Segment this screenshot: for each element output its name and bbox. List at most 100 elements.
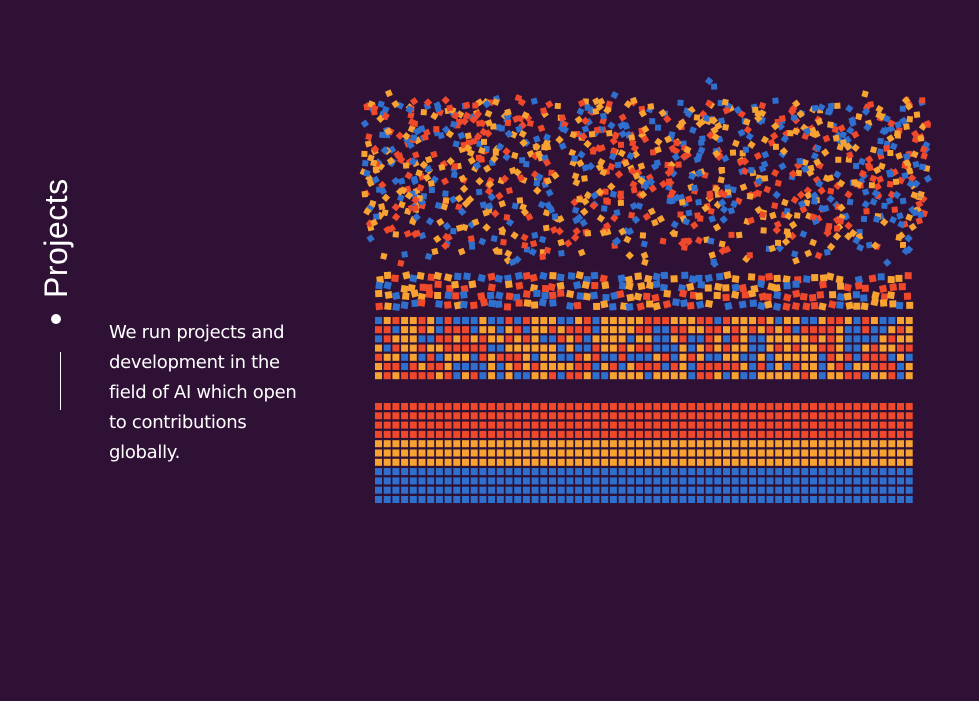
sorted-pixel — [575, 458, 583, 466]
jitter-pixel — [469, 301, 478, 310]
scatter-pixel — [900, 241, 906, 248]
jitter-pixel — [435, 300, 443, 308]
grid-pixel — [827, 344, 835, 352]
grid-pixel — [844, 363, 852, 370]
scatter-pixel — [397, 194, 405, 202]
sorted-pixel — [879, 430, 887, 438]
scatter-pixel — [717, 188, 726, 198]
sorted-pixel — [409, 440, 417, 448]
scatter-pixel — [371, 175, 380, 184]
grid-pixel — [905, 372, 913, 380]
scatter-pixel — [552, 214, 561, 223]
jitter-pixel — [416, 271, 425, 280]
sorted-pixel — [392, 496, 400, 503]
sorted-pixel — [566, 421, 574, 429]
sorted-pixel — [470, 403, 478, 410]
sorted-pixel — [757, 403, 765, 410]
sorted-pixel — [540, 477, 548, 485]
sorted-pixel — [540, 421, 548, 429]
scatter-pixel — [826, 107, 834, 115]
grid-pixel — [453, 372, 461, 380]
sorted-pixel — [505, 430, 513, 438]
jitter-pixel — [522, 290, 531, 298]
scatter-pixel — [795, 169, 803, 177]
scatter-pixel — [638, 175, 646, 182]
jitter-pixel — [434, 280, 442, 289]
sorted-pixel — [723, 412, 730, 420]
scatter-pixel — [791, 116, 801, 125]
sorted-pixel — [696, 496, 704, 503]
sorted-pixel — [505, 440, 513, 448]
sorted-pixel — [731, 486, 739, 494]
grid-pixel — [723, 363, 730, 370]
scatter-pixel — [811, 144, 821, 153]
sorted-pixel — [749, 468, 757, 476]
scatter-pixel — [398, 200, 406, 209]
scatter-pixel — [603, 105, 612, 115]
scatter-pixel — [408, 157, 418, 166]
scatter-pixel — [587, 107, 596, 116]
scatter-pixel — [590, 200, 599, 209]
sorted-pixel — [392, 421, 400, 429]
scatter-pixel — [625, 227, 635, 236]
sorted-pixel — [609, 468, 617, 476]
scatter-pixel — [482, 99, 492, 109]
sorted-pixel — [792, 477, 800, 485]
scatter-pixel — [702, 114, 711, 123]
sorted-pixel — [844, 430, 852, 438]
jitter-pixel — [425, 290, 434, 299]
grid-pixel — [462, 353, 469, 361]
scatter-pixel — [760, 213, 767, 221]
scatter-pixel — [551, 213, 559, 220]
sorted-pixel — [783, 468, 791, 476]
grid-pixel — [392, 317, 400, 324]
sorted-pixel — [583, 421, 591, 429]
scatter-pixel — [922, 140, 931, 150]
grid-pixel — [383, 344, 391, 352]
scatter-pixel — [683, 150, 692, 159]
scatter-pixel — [874, 192, 883, 201]
scatter-pixel — [695, 169, 704, 178]
scatter-pixel — [440, 202, 449, 211]
scatter-pixel — [737, 128, 746, 137]
scatter-pixel — [442, 221, 452, 231]
sorted-pixel — [435, 440, 443, 448]
scatter-pixel — [758, 164, 767, 173]
sorted-pixel — [792, 458, 800, 466]
sorted-pixel — [514, 403, 522, 410]
grid-pixel — [453, 326, 461, 334]
grid-pixel — [888, 317, 896, 324]
scatter-pixel — [788, 220, 798, 230]
sorted-pixel — [897, 440, 904, 448]
sorted-pixel — [766, 421, 774, 429]
grid-pixel — [766, 335, 774, 343]
sorted-pixel — [601, 440, 609, 448]
scatter-pixel — [463, 101, 471, 109]
scatter-pixel — [835, 156, 842, 163]
scatter-pixel — [664, 161, 671, 169]
scatter-pixel — [631, 215, 641, 225]
sorted-pixel — [427, 430, 435, 438]
sorted-pixel — [435, 486, 443, 494]
grid-pixel — [496, 317, 504, 324]
sorted-pixel — [862, 496, 870, 503]
jitter-pixel — [530, 301, 539, 309]
scatter-pixel — [743, 125, 752, 135]
scatter-pixel — [780, 211, 788, 219]
scatter-pixel — [813, 158, 822, 167]
scatter-pixel — [470, 137, 478, 145]
scatter-pixel — [667, 160, 676, 170]
sorted-pixel — [888, 496, 896, 503]
jitter-pixel — [616, 290, 625, 299]
grid-pixel — [653, 353, 661, 361]
sorted-pixel — [531, 421, 539, 429]
sorted-pixel — [888, 477, 896, 485]
sorted-pixel — [905, 496, 913, 503]
sorted-pixel — [488, 449, 496, 457]
scatter-pixel — [855, 232, 864, 241]
scatter-pixel — [708, 251, 716, 259]
sorted-pixel — [818, 403, 826, 410]
scatter-pixel — [438, 163, 446, 171]
scatter-pixel — [755, 174, 763, 182]
sorted-pixel — [897, 403, 904, 410]
